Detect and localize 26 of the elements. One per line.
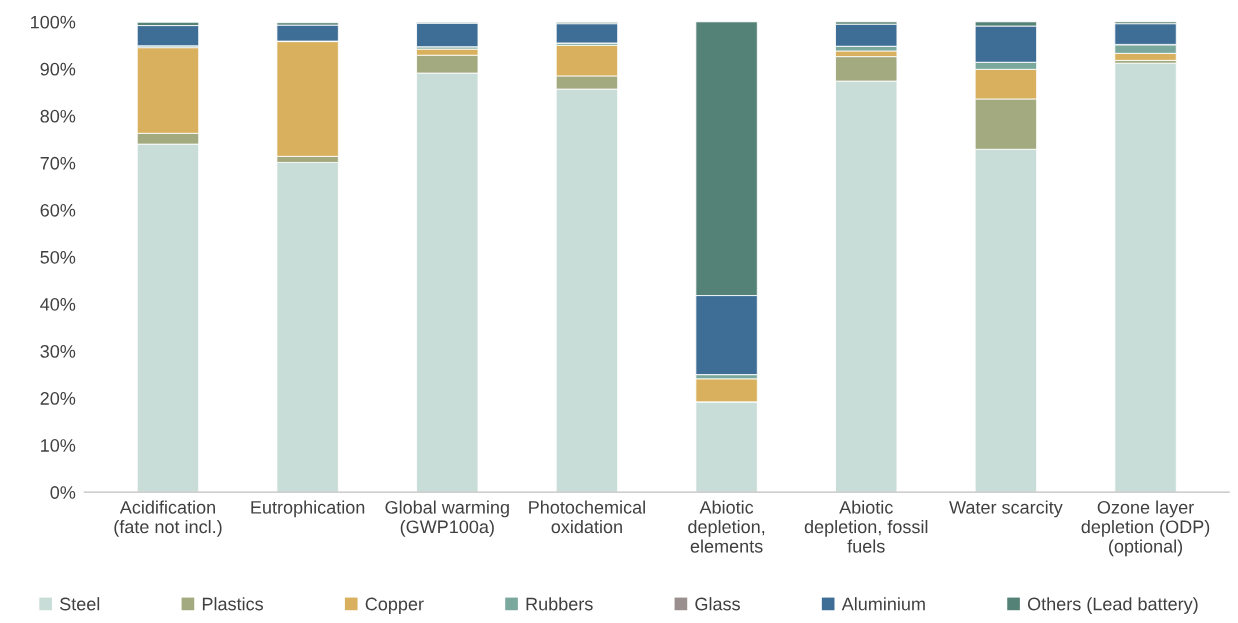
x-tick-label: Ozone layer depletion (ODP) (optional) [1081,500,1210,557]
x-tick-label: Photochemical oxidation [529,500,645,534]
y-tick-label: 40% [40,297,76,311]
y-tick-label: 0% [50,486,76,499]
legend-label: Aluminium [841,597,925,611]
legend-label: Copper [365,597,424,614]
x-tick-label: Global warming (GWP100a) [385,500,509,537]
legend-label: Others (Lead battery) [1027,597,1198,614]
legend-label: Steel [60,597,100,611]
x-tick-label: Abiotic depletion, fossil fuels [804,500,928,553]
x-tick-label: Acidification (fate not incl.) [114,500,222,537]
legend-label: Glass [695,597,740,611]
x-tick-label: Water scarcity [949,500,1063,518]
x-tick-label: Eutrophication [251,500,365,518]
y-tick-label: 100% [31,15,76,29]
legend-label: Rubbers [526,597,593,611]
y-tick-label: 70% [40,156,76,170]
legend-label: Plastics [202,597,263,611]
y-tick-label: 80% [40,109,76,123]
y-tick-label: 30% [40,344,76,358]
y-tick-label: 10% [41,439,76,452]
x-tick-label: Abiotic depletion, elements [688,500,765,553]
y-tick-label: 50% [40,250,76,264]
y-tick-label: 90% [40,62,76,76]
y-tick-label: 20% [40,392,76,405]
y-tick-label: 60% [40,203,76,217]
